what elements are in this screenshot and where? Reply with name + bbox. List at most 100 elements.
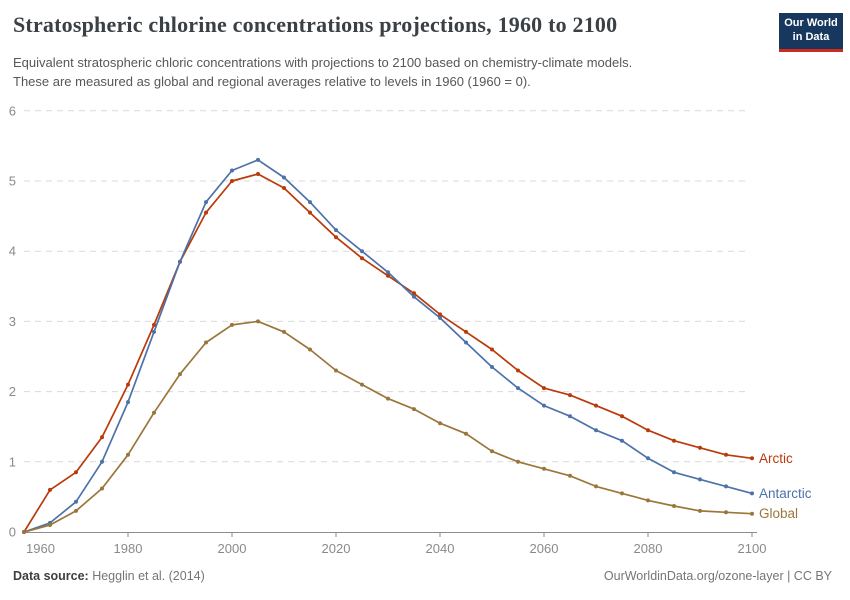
series-end-label-global[interactable]: Global — [759, 506, 798, 521]
series-point-arctic-2085 — [672, 438, 676, 443]
series-point-arctic-1975 — [100, 435, 104, 440]
x-tick-label-2100: 2100 — [738, 541, 767, 556]
series-point-antarctic-1990 — [178, 259, 182, 264]
series-point-antarctic-2080 — [646, 456, 650, 461]
series-point-arctic-2065 — [568, 393, 572, 398]
y-tick-label-1: 1 — [9, 454, 16, 469]
series-point-global-2000 — [230, 322, 234, 327]
series-point-global-1995 — [204, 340, 208, 345]
series-point-antarctic-2075 — [620, 438, 624, 443]
x-tick-label-1960: 1960 — [26, 541, 55, 556]
series-point-arctic-2010 — [282, 186, 286, 190]
series-point-arctic-2050 — [490, 347, 494, 352]
series-point-arctic-2040 — [438, 312, 442, 317]
series-line-antarctic[interactable] — [23, 159, 753, 533]
y-tick-label-3: 3 — [9, 314, 16, 329]
series-point-antarctic-2100 — [750, 491, 754, 496]
series-point-global-2035 — [412, 407, 416, 412]
series-line-arctic[interactable] — [23, 173, 753, 533]
series-point-arctic-2070 — [594, 403, 598, 408]
data-source: Data source: Hegglin et al. (2014) — [13, 569, 205, 583]
x-tick-label-2060: 2060 — [530, 541, 559, 556]
series-point-arctic-2015 — [308, 210, 312, 215]
series-point-antarctic-2095 — [724, 484, 728, 489]
y-tick-label-2: 2 — [9, 384, 16, 399]
series-point-global-2070 — [594, 484, 598, 489]
series-point-arctic-1970 — [74, 470, 78, 475]
series-point-arctic-2000 — [230, 179, 234, 183]
series-point-global-1975 — [100, 486, 104, 491]
series-point-antarctic-2085 — [672, 470, 676, 475]
series-point-antarctic-2025 — [360, 249, 364, 254]
series-point-antarctic-2040 — [438, 315, 442, 320]
series-point-arctic-1985 — [152, 322, 156, 327]
x-tick-label-2080: 2080 — [634, 541, 663, 556]
series-point-antarctic-2090 — [698, 477, 702, 482]
series-point-antarctic-1975 — [100, 459, 104, 464]
series-point-arctic-2035 — [412, 291, 416, 296]
series-point-global-2080 — [646, 498, 650, 503]
logo-line-2: in Data — [792, 31, 830, 43]
series-point-global-2010 — [282, 329, 286, 334]
credit-link[interactable]: OurWorldinData.org/ozone-layer | CC BY — [603, 569, 832, 583]
series-point-antarctic-2030 — [386, 270, 390, 275]
series-point-arctic-2080 — [646, 428, 650, 433]
series-point-global-2075 — [620, 491, 624, 496]
data-source-label: Data source: — [13, 569, 89, 583]
series-point-global-2005 — [256, 319, 260, 324]
series-point-global-2085 — [672, 504, 676, 508]
y-tick-label-0: 0 — [9, 525, 16, 540]
series-point-global-2055 — [516, 459, 520, 464]
series-point-global-1960 — [22, 530, 26, 534]
y-tick-label-4: 4 — [9, 244, 16, 259]
series-point-antarctic-2065 — [568, 414, 572, 419]
series-point-global-1985 — [152, 410, 156, 415]
series-point-antarctic-2015 — [308, 200, 312, 205]
x-tick-label-2000: 2000 — [218, 541, 247, 556]
y-tick-label-6: 6 — [9, 103, 16, 118]
series-point-antarctic-2010 — [282, 175, 286, 180]
series-point-global-1980 — [126, 452, 130, 457]
series-point-global-2050 — [490, 449, 494, 454]
chart-footer: Data source: Hegglin et al. (2014) OurWo… — [13, 569, 832, 583]
series-point-antarctic-1985 — [152, 329, 156, 334]
series-point-antarctic-2045 — [464, 340, 468, 345]
data-source-value: Hegglin et al. (2014) — [88, 569, 205, 583]
series-point-global-2030 — [386, 396, 390, 401]
series-point-antarctic-2035 — [412, 294, 416, 299]
series-end-label-arctic[interactable]: Arctic — [759, 451, 793, 466]
series-point-arctic-1980 — [126, 382, 130, 387]
series-point-antarctic-2000 — [230, 168, 234, 173]
y-tick-label-5: 5 — [9, 174, 16, 189]
series-end-label-antarctic[interactable]: Antarctic — [759, 486, 812, 501]
series-point-antarctic-1995 — [204, 200, 208, 205]
series-point-arctic-2095 — [724, 452, 728, 457]
series-point-global-1990 — [178, 372, 182, 377]
series-point-arctic-2055 — [516, 368, 520, 373]
series-point-global-2065 — [568, 473, 572, 478]
series-point-global-2020 — [334, 368, 338, 373]
series-point-arctic-2100 — [750, 456, 754, 461]
series-point-global-2045 — [464, 431, 468, 436]
series-point-arctic-2060 — [542, 386, 546, 391]
x-tick-label-2020: 2020 — [322, 541, 351, 556]
series-point-antarctic-1980 — [126, 400, 130, 405]
chart-title: Stratospheric chlorine concentrations pr… — [13, 12, 618, 37]
series-point-global-1965 — [48, 523, 52, 527]
series-point-antarctic-2060 — [542, 403, 546, 408]
series-point-global-2025 — [360, 382, 364, 387]
series-point-arctic-1995 — [204, 210, 208, 215]
series-point-global-2015 — [308, 347, 312, 352]
owid-logo: Our World in Data — [779, 13, 843, 52]
series-point-antarctic-2070 — [594, 428, 598, 433]
series-point-global-2060 — [542, 466, 546, 471]
logo-line-1: Our World — [784, 17, 838, 29]
x-tick-label-1980: 1980 — [114, 541, 143, 556]
series-point-antarctic-2050 — [490, 365, 494, 369]
series-point-arctic-2005 — [256, 172, 260, 176]
series-point-antarctic-2055 — [516, 386, 520, 391]
series-point-global-2100 — [750, 511, 754, 516]
series-point-antarctic-2020 — [334, 228, 338, 233]
